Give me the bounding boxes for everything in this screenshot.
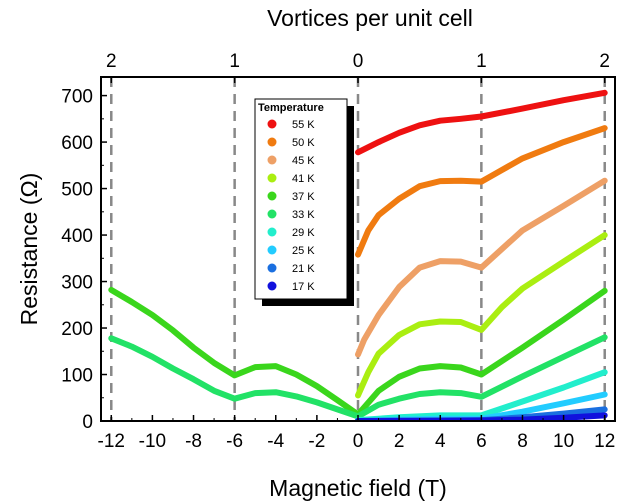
y-tick-label: 400 <box>61 226 93 247</box>
legend-label: 45 K <box>292 155 315 167</box>
y-tick-label: 700 <box>61 87 93 108</box>
y-tick-label: 500 <box>61 180 93 201</box>
x-tick-label: 8 <box>517 431 528 452</box>
x-tick-label: 0 <box>353 431 364 452</box>
legend-marker <box>267 245 277 255</box>
y-tick-label: 600 <box>61 133 93 154</box>
x-tick-label: 6 <box>476 431 487 452</box>
legend-marker <box>267 155 277 165</box>
x-tick-label: 4 <box>435 431 446 452</box>
legend-label: 25 K <box>292 245 315 257</box>
x-tick-label: -12 <box>98 431 125 452</box>
x-tick-label: 2 <box>394 431 405 452</box>
legend-marker <box>267 173 277 183</box>
y-tick-label: 200 <box>61 319 93 340</box>
top-tick-label: 1 <box>229 51 240 72</box>
series-line-50-k <box>355 125 608 258</box>
top-tick-label: 2 <box>106 51 117 72</box>
top-tick-label: 0 <box>353 51 364 72</box>
series-line-33-k <box>108 334 608 420</box>
x-tick-label: -6 <box>226 431 243 452</box>
legend-label: 55 K <box>292 119 315 131</box>
axis-ticks: -12 -10 -8 -6 -4 -2 0 2 4 6 8 10 1201002003004005006… <box>61 51 615 452</box>
legend-marker <box>267 209 277 219</box>
x-axis-title: Magnetic field (T) <box>269 475 447 501</box>
legend-label: 37 K <box>292 191 315 203</box>
legend-marker <box>267 281 277 291</box>
y-tick-label: 300 <box>61 273 93 294</box>
x-tick-label: -2 <box>308 431 325 452</box>
y-tick-label: 100 <box>61 366 93 387</box>
x-tick-label: 12 <box>594 431 615 452</box>
series-line-55-k <box>355 89 608 156</box>
legend-marker <box>267 227 277 237</box>
top-tick-label: 2 <box>599 51 610 72</box>
legend-label: 17 K <box>292 281 315 293</box>
legend-title: Temperature <box>258 102 324 114</box>
x-tick-label: -8 <box>185 431 202 452</box>
legend-label: 50 K <box>292 137 315 149</box>
legend-label: 33 K <box>292 209 315 221</box>
legend-label: 29 K <box>292 227 315 239</box>
legend-label: 41 K <box>292 173 315 185</box>
y-axis-title: Resistance (Ω) <box>16 173 42 326</box>
top-tick-label: 1 <box>476 51 487 72</box>
legend-marker <box>267 263 277 273</box>
y-tick-label: 0 <box>82 412 93 433</box>
x-tick-label: 10 <box>553 431 574 452</box>
series-line-45-k <box>355 177 608 358</box>
legend-marker <box>267 191 277 201</box>
legend-label: 21 K <box>292 263 315 275</box>
top-axis-title: Vortices per unit cell <box>267 5 473 31</box>
legend-marker <box>267 137 277 147</box>
series-line-41-k <box>355 232 608 399</box>
x-tick-label: -4 <box>267 431 284 452</box>
series-line-37-k <box>108 286 608 418</box>
legend-marker <box>267 119 277 129</box>
legend: Temperature 55 K 50 K 45 K 41 K 37 K 33 K 29 K… <box>254 98 354 306</box>
x-tick-label: -10 <box>139 431 166 452</box>
